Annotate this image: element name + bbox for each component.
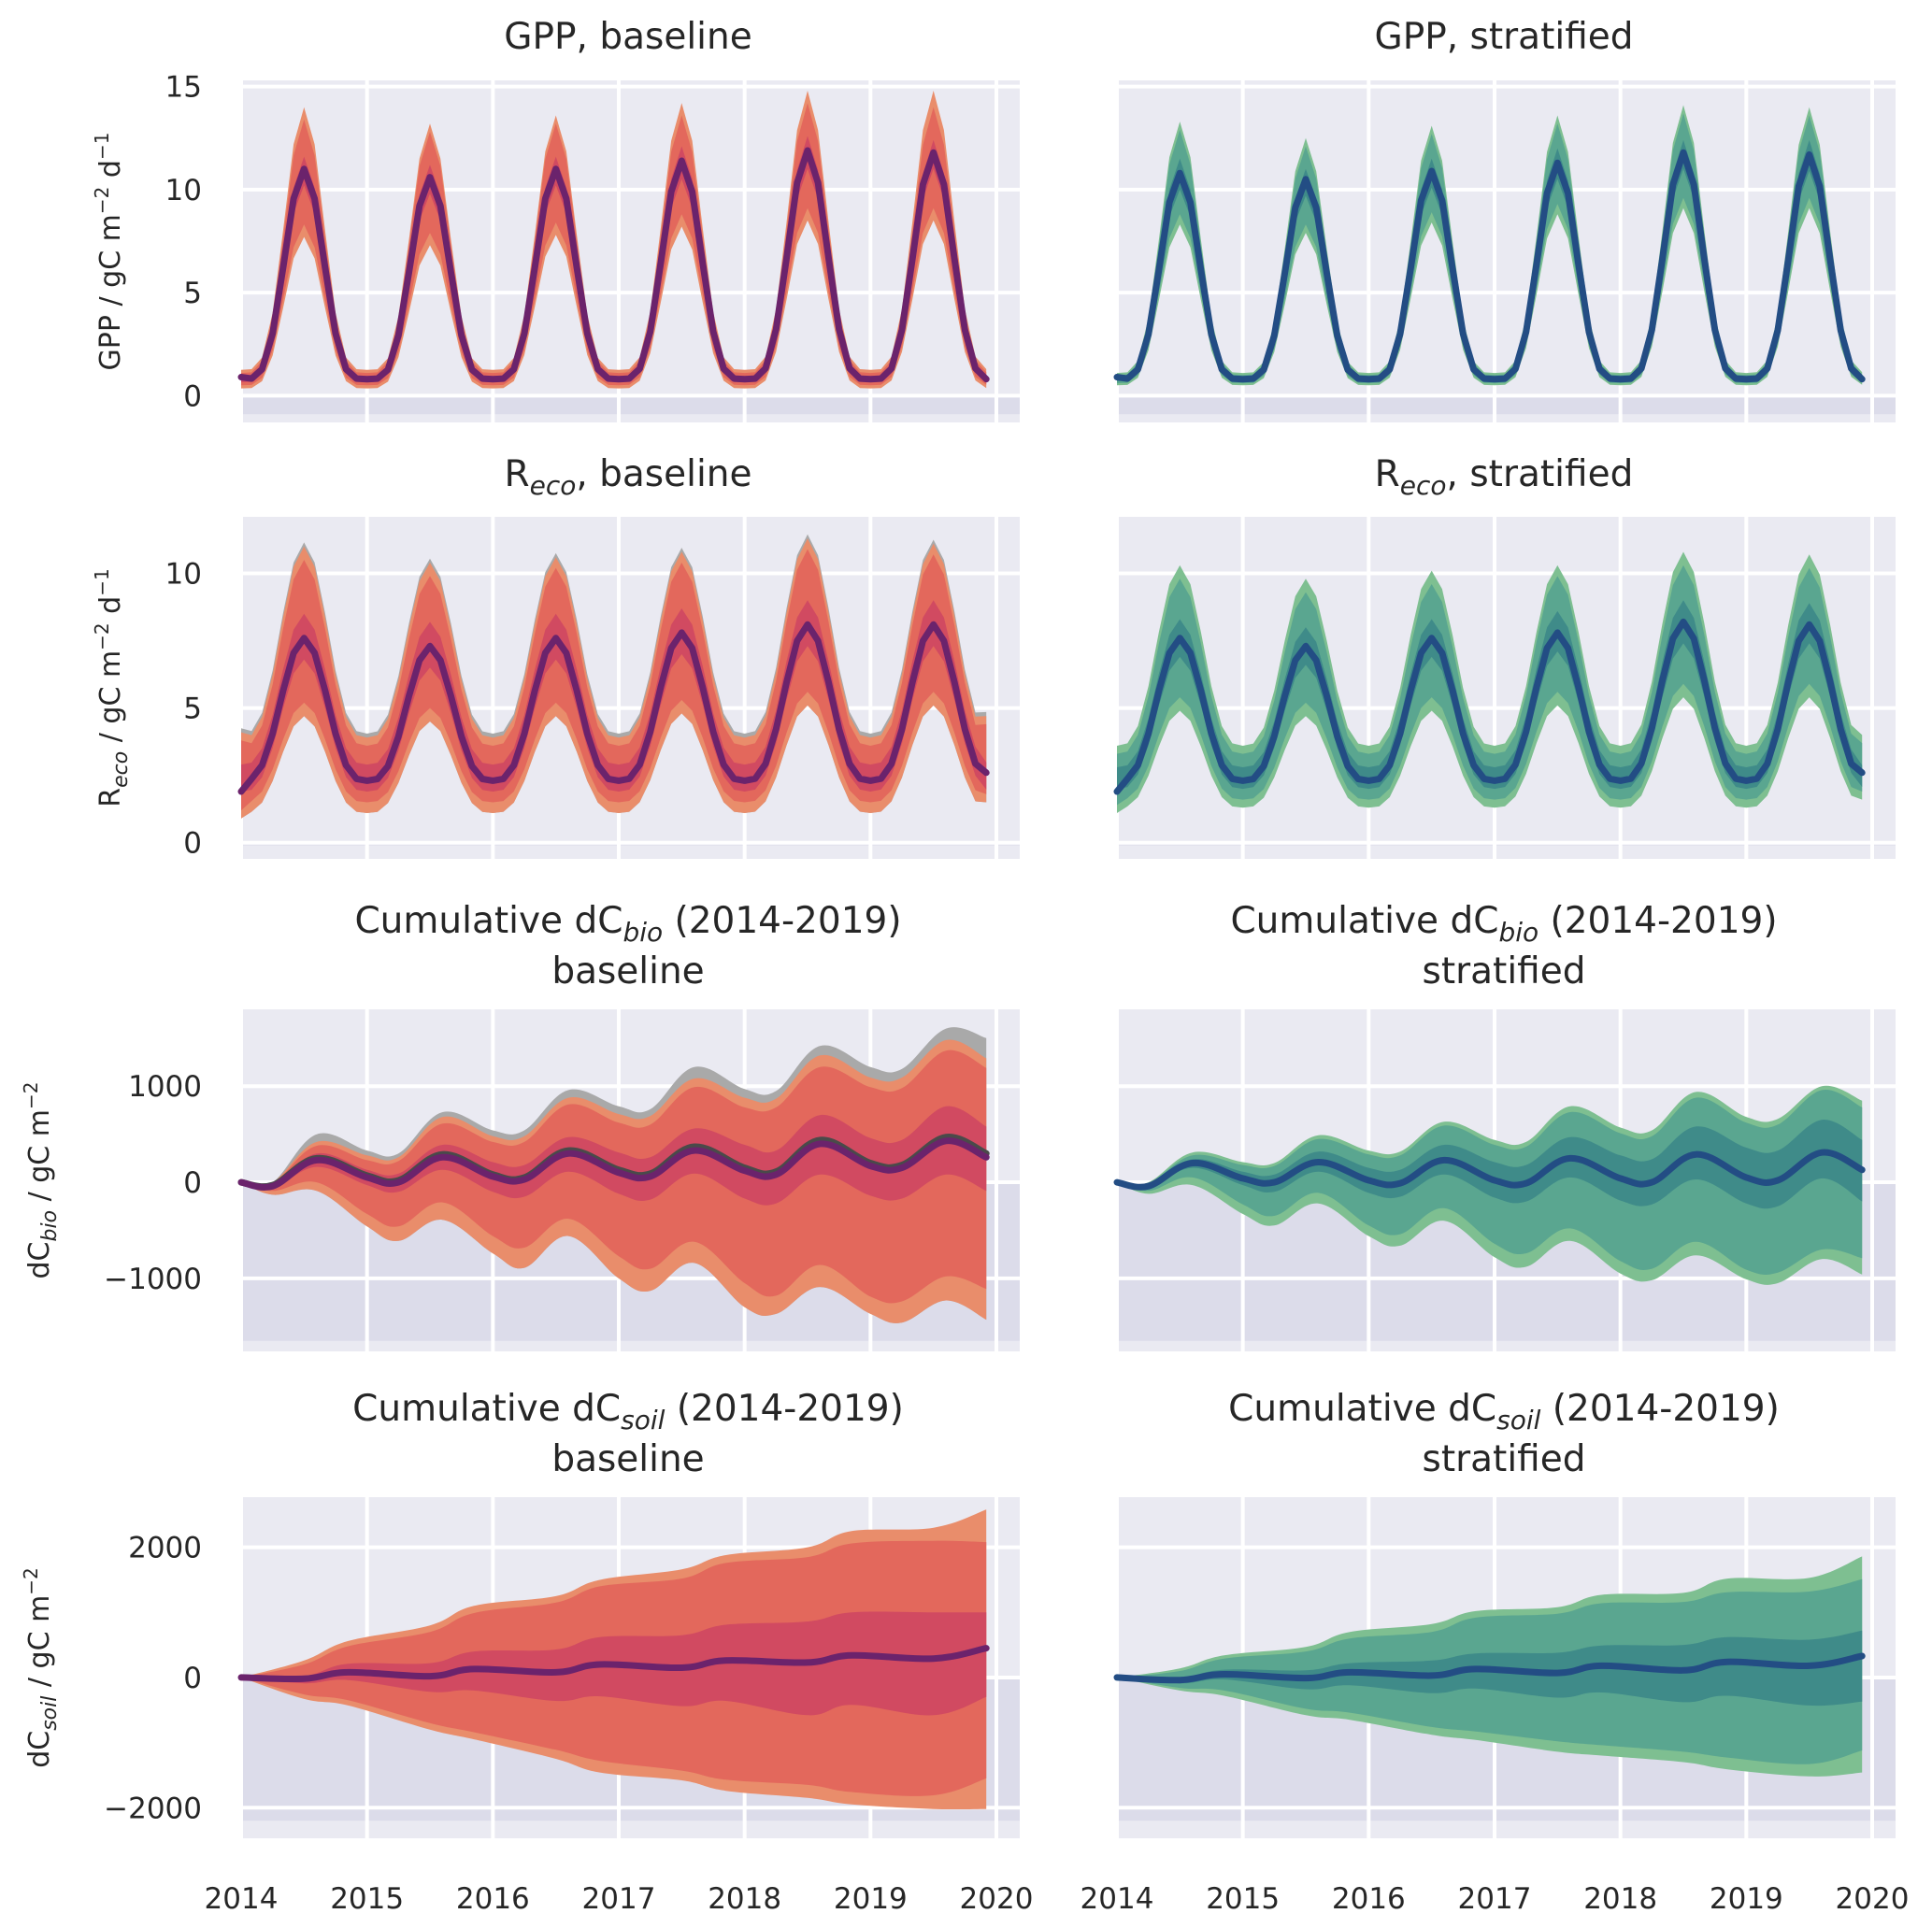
median-line bbox=[237, 1645, 990, 1683]
x-tick-label: 2018 bbox=[1583, 1882, 1657, 1916]
x-tick-label: 2018 bbox=[708, 1882, 781, 1916]
x-tick-label: 2014 bbox=[205, 1882, 279, 1916]
y-tick-label: 10 bbox=[165, 174, 202, 207]
panel-reco-stratified: Reco​, stratified bbox=[1113, 453, 1896, 859]
panel-title-line2: stratified bbox=[1423, 950, 1586, 993]
y-tick-label: 0 bbox=[183, 827, 202, 861]
band-inner bbox=[241, 1106, 987, 1206]
negative-region-shade bbox=[241, 395, 1020, 415]
panel-title: Cumulative dCsoil​ (2014-2019) bbox=[352, 1388, 904, 1435]
median-line bbox=[237, 1137, 990, 1191]
x-tick-label: 2017 bbox=[1458, 1882, 1532, 1916]
panel-dcbio-stratified: Cumulative dCbio​ (2014-2019)stratified bbox=[1113, 900, 1896, 1351]
x-tick-label: 2014 bbox=[1080, 1882, 1154, 1916]
median-line bbox=[237, 621, 990, 795]
x-tick-label: 2020 bbox=[960, 1882, 1034, 1916]
y-tick-label: 0 bbox=[183, 1166, 202, 1200]
x-tick-label: 2020 bbox=[1836, 1882, 1910, 1916]
y-tick-label: 2000 bbox=[128, 1532, 202, 1565]
panel-title-line2: baseline bbox=[551, 1438, 704, 1480]
y-tick-label: 15 bbox=[165, 71, 202, 105]
y-tick-label: 10 bbox=[165, 558, 202, 592]
panels: 0 5 10 15 GPP / gC m−2​ d−1​ GPP, baseline GPP… bbox=[20, 16, 1896, 1838]
median-line bbox=[237, 147, 990, 383]
panel-title: Cumulative dCbio​ (2014-2019) bbox=[354, 900, 901, 948]
band-inner bbox=[241, 136, 987, 382]
y-tick-label: −2000 bbox=[104, 1792, 202, 1825]
y-tick-label: 0 bbox=[183, 1662, 202, 1695]
panel-title: Reco​, baseline bbox=[504, 453, 751, 501]
panel-gpp-baseline: 0 5 10 15 GPP / gC m−2​ d−1​ GPP, baseline bbox=[91, 16, 1020, 422]
panel-title-line2: baseline bbox=[551, 950, 704, 993]
panel-dcbio-baseline: −1000 0 1000 dCbio​ / gC m−2​ Cumulative dCb… bbox=[20, 900, 1020, 1351]
y-axis-label: GPP / gC m−2​ d−1​ bbox=[91, 133, 127, 371]
panel-title: Cumulative dCbio​ (2014-2019) bbox=[1230, 900, 1777, 948]
x-tick-label: 2016 bbox=[456, 1882, 530, 1916]
y-tick-label: −1000 bbox=[104, 1263, 202, 1296]
panel-title: GPP, baseline bbox=[504, 16, 751, 58]
band-inner bbox=[1117, 1120, 1863, 1209]
median-line bbox=[1113, 1149, 1866, 1191]
panel-title: Reco​, stratified bbox=[1375, 453, 1634, 501]
panel-title-line2: stratified bbox=[1423, 1438, 1586, 1480]
y-axis-label: Reco​ / gC m−2​ d−1​ bbox=[91, 568, 133, 807]
panel-title: GPP, stratified bbox=[1374, 16, 1633, 58]
panel-dcsoil-baseline: −2000 0 2000 dCsoil​ / gC m−2​ Cumulative dC… bbox=[20, 1388, 1020, 1838]
x-tick-label: 2015 bbox=[330, 1882, 404, 1916]
negative-region-shade bbox=[1117, 395, 1896, 415]
y-tick-label: 0 bbox=[183, 379, 202, 413]
x-tick-label: 2017 bbox=[582, 1882, 656, 1916]
panel-gpp-stratified: GPP, stratified bbox=[1113, 16, 1896, 422]
x-tick-label: 2015 bbox=[1206, 1882, 1280, 1916]
y-tick-label: 1000 bbox=[128, 1070, 202, 1104]
y-axis-label: dCbio​ / gC m−2​ bbox=[20, 1082, 62, 1279]
x-tick-labels: 2014 2015 2016 2017 2018 2019 2020 2014 2015 2016… bbox=[205, 1882, 1910, 1916]
panel-dcsoil-stratified: Cumulative dCsoil​ (2014-2019)stratified bbox=[1113, 1388, 1896, 1838]
y-tick-label: 5 bbox=[183, 693, 202, 726]
y-tick-label: 5 bbox=[183, 277, 202, 310]
x-tick-label: 2016 bbox=[1332, 1882, 1406, 1916]
panel-title: Cumulative dCsoil​ (2014-2019) bbox=[1228, 1388, 1780, 1435]
median-line bbox=[1113, 618, 1866, 795]
y-axis-label: dCsoil​ / gC m−2​ bbox=[20, 1567, 62, 1768]
band-inner bbox=[1117, 139, 1863, 381]
median-line bbox=[1113, 1652, 1866, 1684]
x-tick-label: 2019 bbox=[1710, 1882, 1783, 1916]
median-line bbox=[1113, 149, 1866, 383]
x-tick-label: 2019 bbox=[834, 1882, 908, 1916]
panel-reco-baseline: 0 5 10 Reco​ / gC m−2​ d−1​ Reco​, baseline bbox=[91, 453, 1020, 861]
